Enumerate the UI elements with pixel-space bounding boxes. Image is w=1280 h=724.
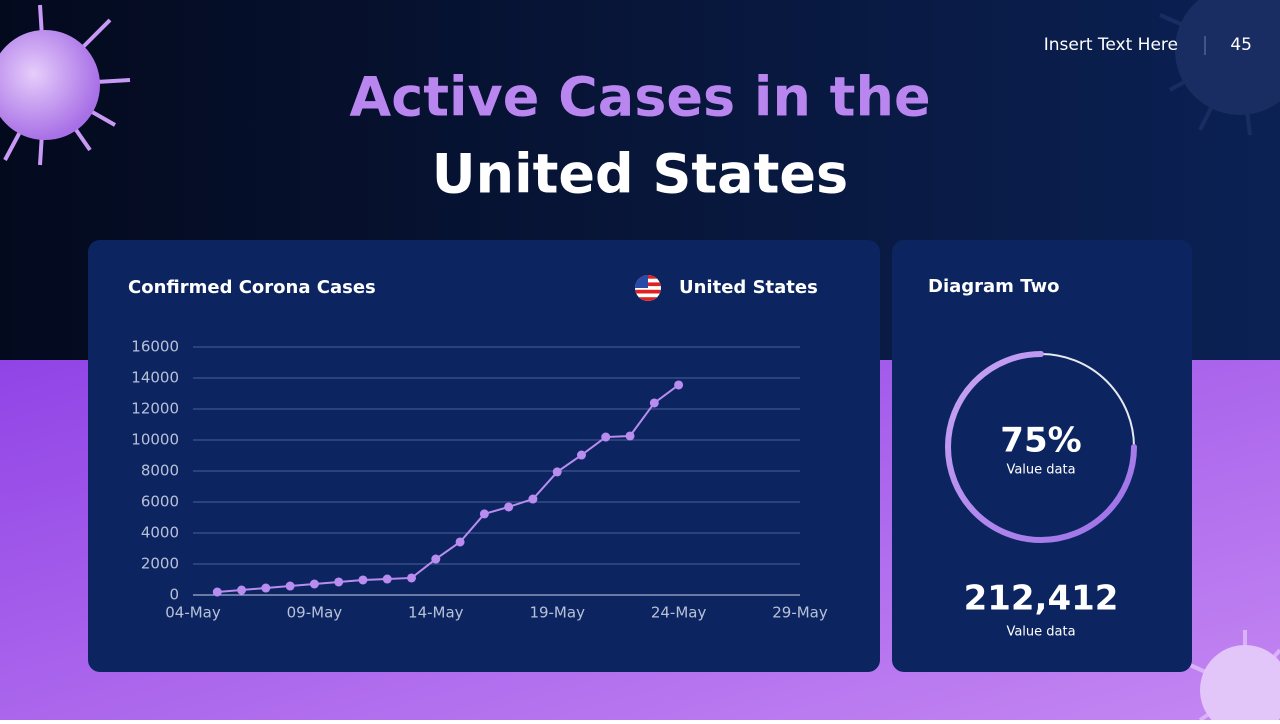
summary-caption: Value data — [1006, 625, 1075, 640]
data-point — [601, 432, 611, 442]
virus-decoration — [1189, 630, 1280, 724]
data-point — [649, 398, 659, 408]
summary-total: 212,412 — [964, 579, 1119, 619]
data-point — [237, 585, 247, 595]
donut-arc — [945, 351, 1137, 543]
data-point — [334, 577, 344, 587]
title: Active Cases in the — [349, 66, 930, 129]
data-point — [407, 573, 417, 583]
virus-decoration — [0, 4, 131, 166]
data-point — [358, 575, 368, 585]
x-tick-label: 04-May — [165, 604, 221, 622]
data-point — [479, 509, 489, 519]
data-point — [212, 587, 222, 597]
donut-card — [892, 240, 1192, 672]
y-tick-label: 16000 — [131, 338, 179, 356]
y-tick-label: 10000 — [131, 431, 179, 449]
x-tick-label: 29-May — [772, 604, 828, 622]
legend-label: United States — [679, 277, 818, 298]
y-tick-label: 4000 — [141, 524, 179, 542]
y-tick-label: 6000 — [141, 493, 179, 511]
header-caption: Insert Text Here — [1044, 35, 1178, 55]
x-tick-label: 19-May — [529, 604, 585, 622]
page-number: 45 — [1230, 35, 1252, 55]
data-point — [625, 431, 635, 441]
data-point — [674, 380, 684, 390]
x-tick-label: 24-May — [651, 604, 707, 622]
data-point — [261, 583, 271, 593]
data-point — [576, 450, 586, 460]
y-tick-label: 2000 — [141, 555, 179, 573]
data-point — [309, 579, 319, 589]
x-tick-label: 14-May — [408, 604, 464, 622]
title: United States — [432, 143, 848, 206]
y-tick-label: 14000 — [131, 369, 179, 387]
y-tick-label: 12000 — [131, 400, 179, 418]
data-point — [431, 554, 441, 564]
chart-title: Confirmed Corona Cases — [128, 277, 376, 298]
data-point — [285, 581, 295, 591]
data-point — [552, 467, 562, 477]
y-tick-label: 0 — [169, 586, 179, 604]
donut-title: Diagram Two — [928, 276, 1059, 297]
donut-subtitle: Value data — [1006, 463, 1075, 478]
donut-value: 75% — [1000, 421, 1081, 461]
x-tick-label: 09-May — [287, 604, 343, 622]
flag-icon — [635, 275, 661, 301]
virus-decoration — [1159, 0, 1280, 136]
y-tick-label: 8000 — [141, 462, 179, 480]
data-point — [455, 537, 465, 547]
data-point — [382, 574, 392, 584]
data-point — [504, 502, 514, 512]
data-point — [528, 494, 538, 504]
